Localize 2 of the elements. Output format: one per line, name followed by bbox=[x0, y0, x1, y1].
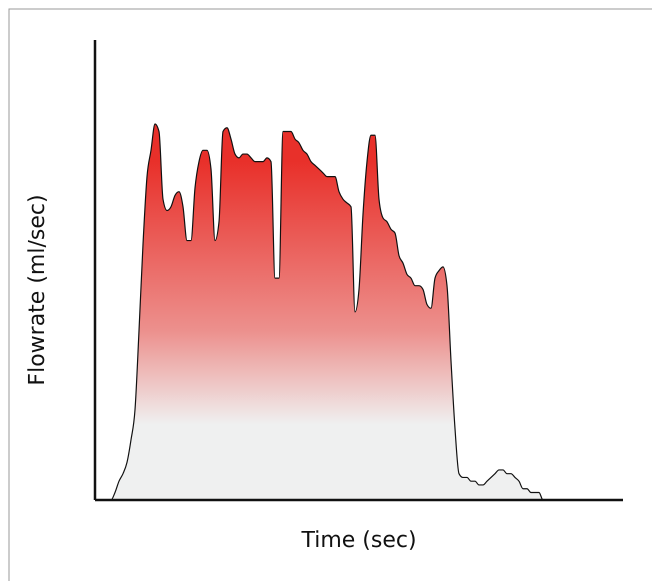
x-axis-title: Time (sec) bbox=[300, 528, 417, 553]
y-axis-title: Flowrate (ml/sec) bbox=[25, 194, 50, 386]
